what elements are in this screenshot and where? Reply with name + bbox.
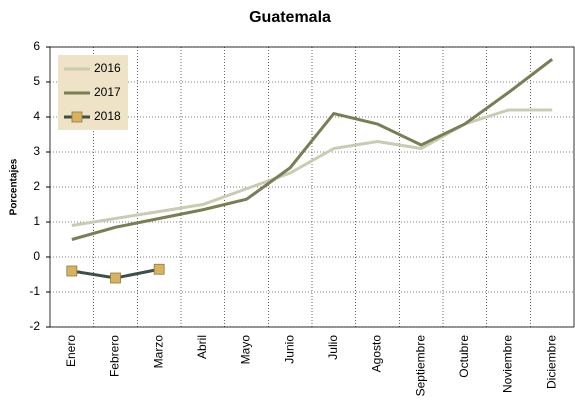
legend-label: 2017	[94, 85, 121, 99]
y-tick-label: 6	[33, 39, 40, 53]
x-tick-label: Marzo	[151, 335, 165, 369]
y-tick-label: 5	[33, 74, 40, 88]
series-line	[71, 108, 553, 227]
point-marker	[153, 263, 165, 275]
x-tick-label: Julio	[326, 335, 340, 360]
y-tick-label: 1	[33, 214, 40, 228]
legend-label: 2018	[94, 109, 121, 123]
y-tick-label: 0	[33, 249, 40, 263]
y-tick-label: -1	[29, 284, 40, 298]
legend-marker	[71, 111, 83, 123]
point-marker	[66, 265, 78, 277]
x-tick-label: Enero	[64, 335, 78, 367]
y-tick-label: 4	[33, 109, 40, 123]
x-tick-label: Septiembre	[413, 335, 427, 397]
y-axis-label: Porcentajes	[9, 158, 20, 215]
y-tick-label: 3	[33, 144, 40, 158]
x-tick-label: Octubre	[457, 335, 471, 378]
x-tick-label: Diciembre	[544, 335, 558, 389]
series-line	[71, 58, 554, 241]
x-tick-label: Agosto	[370, 335, 384, 373]
point-marker	[110, 272, 121, 284]
x-tick-label: Junio	[282, 335, 296, 364]
x-tick-label: Noviembre	[501, 335, 515, 393]
chart-title: Guatemala	[249, 9, 331, 26]
y-tick-label: 2	[33, 179, 40, 193]
x-tick-label: Febrero	[108, 335, 122, 377]
y-tick-label: -2	[29, 319, 40, 333]
plot-border	[49, 46, 575, 328]
x-tick-label: Abril	[195, 335, 209, 359]
x-tick-label: Mayo	[239, 335, 253, 365]
legend-label: 2016	[94, 61, 121, 75]
